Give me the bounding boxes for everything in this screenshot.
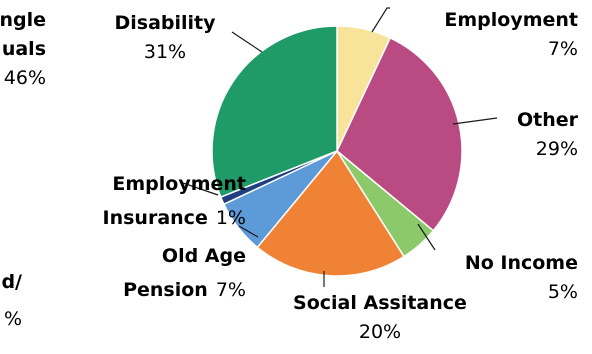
pie-slices [211, 25, 463, 277]
partial-label-2: uals [2, 38, 46, 60]
slice-label-other-line-0: Other [517, 109, 579, 131]
slice-value-social-assitance: 20% [359, 321, 401, 343]
pie-slice-social-assitance [256, 149, 406, 277]
leader-line-employment-insurance [182, 182, 219, 196]
slice-label-employment-insurance-line-0: Employment [112, 173, 246, 195]
slice-value-other: 29% [536, 138, 578, 160]
partial-label-1: ngle [0, 9, 46, 31]
slice-label-old-age-pension-line-1: Pension 7% [123, 279, 246, 301]
partial-label-4: d/ [1, 271, 22, 293]
slice-label-no-income-line-0: No Income [465, 252, 578, 274]
leader-lines [182, 7, 498, 287]
pie-slice-disability [211, 25, 338, 198]
partial-label-5: % [4, 308, 22, 330]
partial-left-labels: ngle uals 46% d/ % [0, 9, 46, 330]
slice-label-employment-insurance-line-1: Insurance 1% [103, 207, 246, 229]
slice-label-disability-line-0: Disability [114, 12, 216, 34]
slice-value-employment: 7% [548, 38, 578, 60]
slice-value-disability: 31% [144, 41, 186, 63]
partial-label-3: 46% [4, 67, 46, 89]
slice-label-employment-line-0: Employment [444, 9, 578, 31]
slice-label-old-age-pension-line-0: Old Age [162, 245, 246, 267]
leader-line-no-income [417, 223, 436, 251]
leader-line-employment [371, 7, 390, 33]
slice-label-social-assitance-line-0: Social Assitance [293, 292, 467, 314]
leader-line-disability [231, 31, 263, 53]
slice-value-employment-insurance: 1% [216, 207, 246, 229]
leader-line-old-age-pension [238, 225, 259, 238]
leader-line-other [452, 117, 498, 125]
slice-value-no-income: 5% [548, 281, 578, 303]
slice-labels: Employment 7% Other 29% No Income 5% Social As… [103, 9, 579, 343]
slice-value-old-age-pension: 7% [216, 279, 246, 301]
